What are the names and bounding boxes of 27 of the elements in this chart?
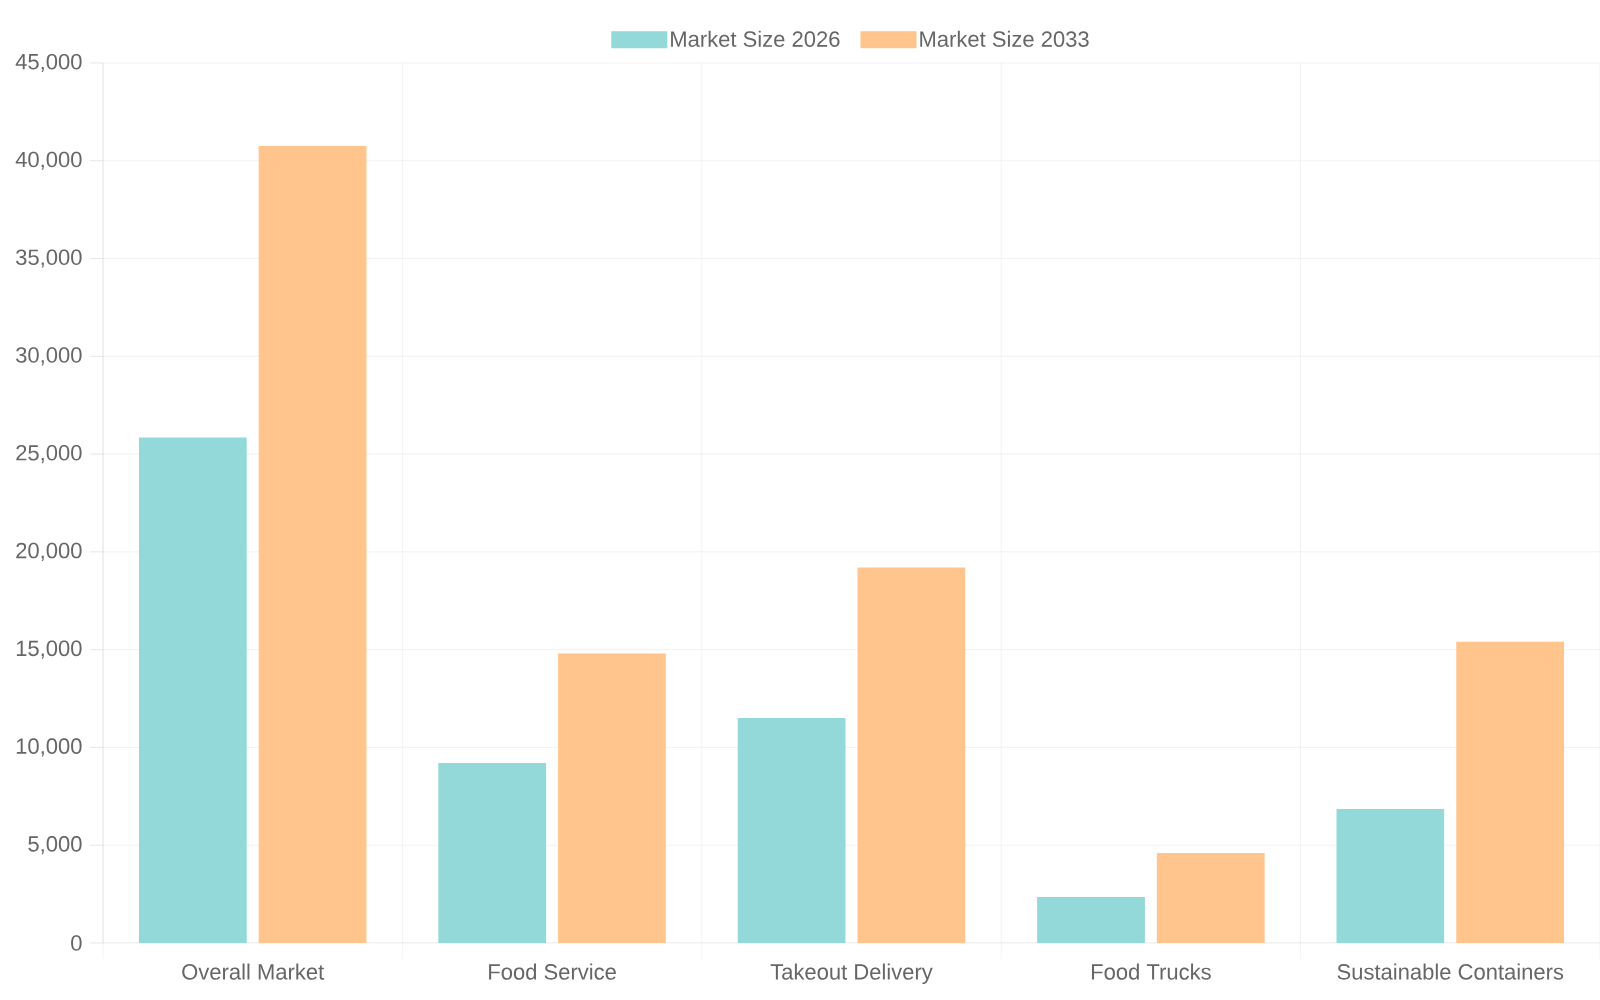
bar [138, 437, 247, 943]
bar [258, 146, 367, 943]
x-tick-label: Takeout Delivery [770, 963, 933, 985]
y-tick-label: 45,000 [15, 53, 82, 73]
bar [1037, 897, 1145, 943]
bar [438, 763, 547, 943]
x-tick-label: Food Trucks [1091, 963, 1211, 980]
y-tick-label: 20,000 [16, 542, 82, 561]
y-tick-label: 40,000 [15, 151, 82, 170]
y-tick-label: 10,000 [16, 738, 82, 757]
y-tick-label: 30,000 [16, 347, 82, 366]
y-tick-label: 15,000 [16, 640, 82, 659]
y-tick-label: 0 [71, 935, 82, 951]
x-tick-label: Overall Market [182, 963, 325, 980]
y-tick-label: 25,000 [16, 445, 82, 464]
bar [737, 718, 846, 943]
y-tick-label: 5,000 [28, 836, 82, 855]
bar [558, 653, 666, 943]
legend-label: Market Size 2026 [671, 30, 840, 47]
y-tick-label: 35,000 [16, 249, 82, 268]
x-tick-label: Food Service [489, 963, 616, 980]
bar [1336, 809, 1445, 943]
legend-label: Market Size 2033 [920, 30, 1089, 47]
bar [857, 567, 966, 943]
x-tick-label: Sustainable Containers [1337, 963, 1564, 980]
bar [1156, 853, 1265, 943]
bar [1456, 641, 1565, 943]
